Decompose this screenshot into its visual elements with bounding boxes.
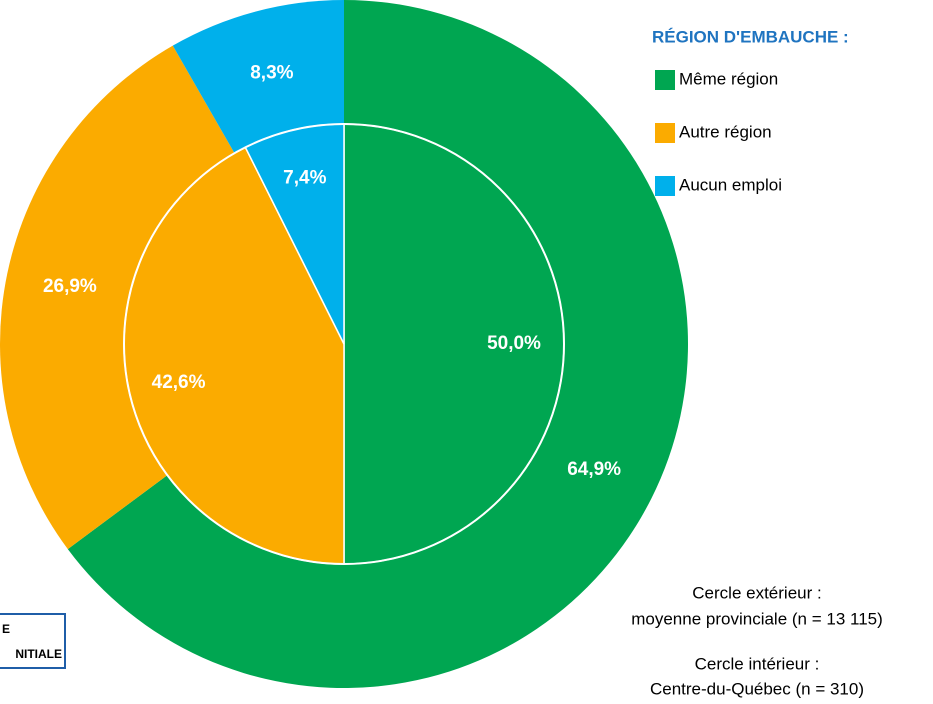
note: Centre-du-Québec (n = 310) xyxy=(650,679,864,698)
data-label: 8,3% xyxy=(250,62,293,83)
ring-border xyxy=(123,123,565,565)
data-label: 7,4% xyxy=(283,168,326,189)
note: moyenne provinciale (n = 13 115) xyxy=(631,609,883,628)
data-label: 42,6% xyxy=(152,372,206,393)
box-text: NITIALE xyxy=(15,647,62,661)
legend-label: Autre région xyxy=(679,122,772,141)
legend-title: RÉGION D'EMBAUCHE : xyxy=(652,27,849,46)
pie xyxy=(0,0,688,688)
note: Cercle extérieur : xyxy=(692,583,821,602)
data-label: 64,9% xyxy=(567,459,621,480)
legend-label: Même région xyxy=(679,69,778,88)
legend-swatch xyxy=(655,123,675,143)
legend-swatch xyxy=(655,70,675,90)
data-label: 50,0% xyxy=(487,333,541,354)
data-label: 26,9% xyxy=(43,276,97,297)
cut-box xyxy=(0,613,66,669)
box-text: E xyxy=(2,622,10,636)
note: Cercle intérieur : xyxy=(695,654,820,673)
legend-label: Aucun emploi xyxy=(679,175,782,194)
legend-swatch xyxy=(655,176,675,196)
